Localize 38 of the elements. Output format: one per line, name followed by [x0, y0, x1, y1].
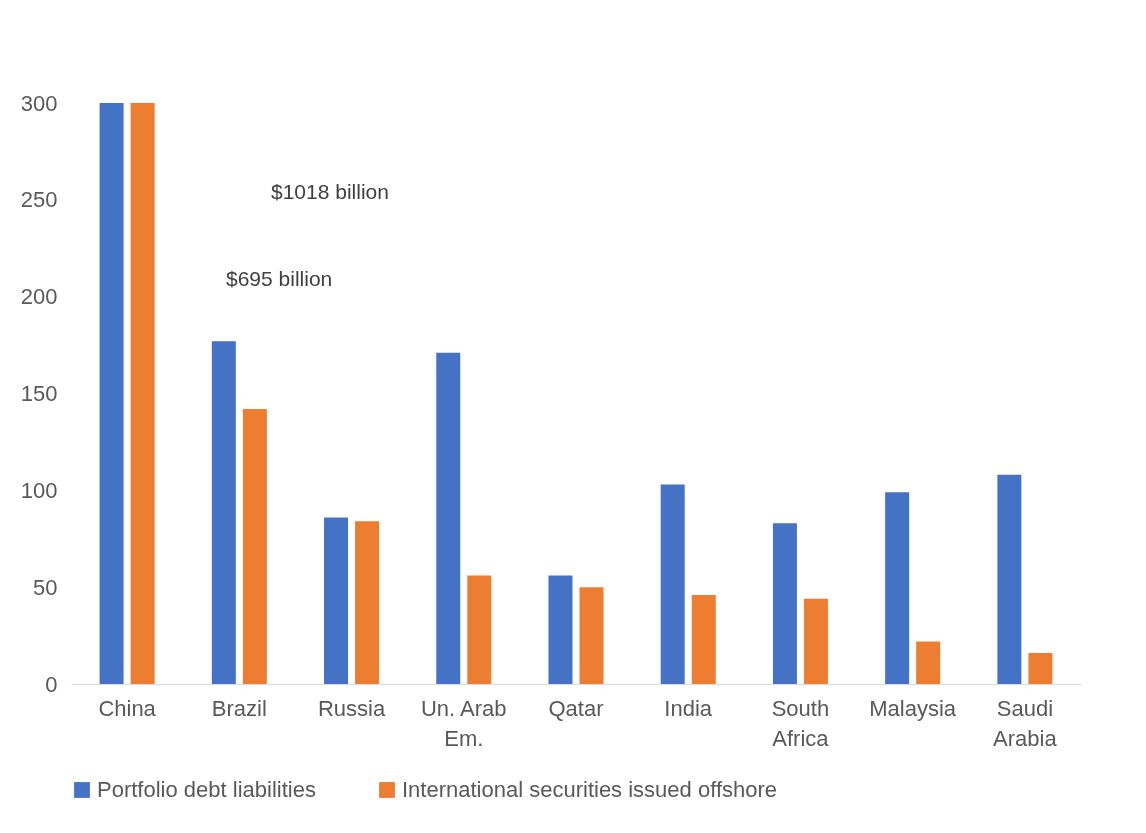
bar: [916, 641, 941, 684]
bar: [355, 521, 380, 684]
bar: [436, 352, 461, 684]
bar: [548, 575, 573, 684]
bar: [211, 341, 236, 684]
bar: [803, 598, 828, 684]
x-tick-label: Qatar: [548, 695, 604, 721]
bar: [997, 474, 1022, 684]
y-tick-label: 0: [45, 671, 58, 697]
x-tick-label: India: [664, 695, 713, 721]
y-tick-label: 150: [20, 381, 58, 406]
x-tick-label: Malaysia: [869, 695, 957, 721]
y-tick-label: 300: [20, 90, 58, 116]
x-tick-label: Brazil: [211, 695, 267, 721]
x-tick-label: Russia: [317, 695, 386, 721]
bar: [660, 484, 685, 684]
annotation: $1018 billion: [271, 180, 389, 203]
bar: [467, 575, 492, 684]
legend-label: International securities issued offshore: [402, 777, 778, 802]
y-tick-label: 200: [20, 284, 58, 310]
bar: [579, 587, 604, 684]
y-tick-label: 250: [20, 187, 58, 213]
bar: [324, 517, 349, 684]
bar: [691, 594, 716, 684]
y-tick-label: 50: [33, 574, 58, 600]
bar: [1028, 653, 1053, 684]
bar: [130, 103, 155, 684]
x-tick-label: South Africa: [771, 695, 830, 751]
x-tick-label: China: [98, 695, 157, 721]
x-tick-label: Un. Arab Em.: [420, 695, 507, 751]
annotation: $695 billion: [226, 267, 333, 290]
legend-label: Portfolio debt liabilities: [97, 777, 316, 802]
y-tick-label: 100: [20, 477, 58, 503]
bar: [772, 523, 797, 684]
x-tick-label: Saudi Arabia: [993, 695, 1058, 751]
bar: [242, 408, 267, 684]
bar: [885, 492, 910, 684]
bar: [99, 103, 124, 684]
